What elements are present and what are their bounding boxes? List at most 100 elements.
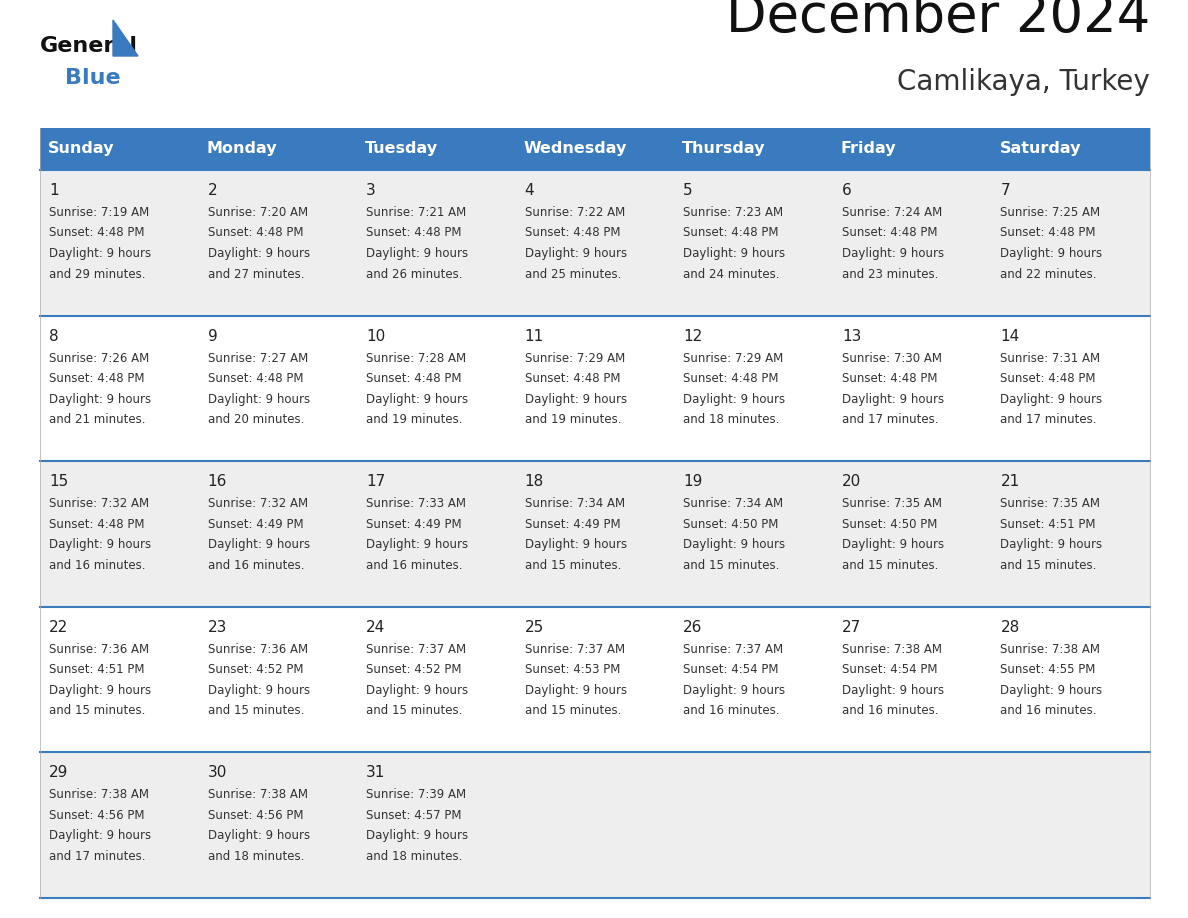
Text: 6: 6: [842, 183, 852, 198]
Polygon shape: [113, 20, 138, 56]
Text: Daylight: 9 hours: Daylight: 9 hours: [366, 393, 468, 406]
Text: and 17 minutes.: and 17 minutes.: [842, 413, 939, 426]
Text: 23: 23: [208, 620, 227, 635]
Text: and 16 minutes.: and 16 minutes.: [683, 704, 779, 717]
Text: 16: 16: [208, 475, 227, 489]
Text: Daylight: 9 hours: Daylight: 9 hours: [683, 393, 785, 406]
Text: Sunrise: 7:23 AM: Sunrise: 7:23 AM: [683, 206, 783, 219]
Text: Daylight: 9 hours: Daylight: 9 hours: [683, 684, 785, 697]
Text: and 16 minutes.: and 16 minutes.: [366, 559, 462, 572]
Text: and 15 minutes.: and 15 minutes.: [366, 704, 462, 717]
Text: 9: 9: [208, 329, 217, 343]
Text: 10: 10: [366, 329, 385, 343]
Text: Sunset: 4:48 PM: Sunset: 4:48 PM: [842, 372, 937, 385]
Text: 21: 21: [1000, 475, 1019, 489]
Text: and 21 minutes.: and 21 minutes.: [49, 413, 145, 426]
Text: Tuesday: Tuesday: [365, 141, 438, 156]
Text: 29: 29: [49, 766, 69, 780]
Text: Sunrise: 7:34 AM: Sunrise: 7:34 AM: [525, 498, 625, 510]
Text: and 26 minutes.: and 26 minutes.: [366, 267, 462, 281]
Text: 20: 20: [842, 475, 861, 489]
Text: Sunrise: 7:37 AM: Sunrise: 7:37 AM: [525, 643, 625, 655]
Text: Sunrise: 7:35 AM: Sunrise: 7:35 AM: [842, 498, 942, 510]
Text: Sunrise: 7:26 AM: Sunrise: 7:26 AM: [49, 352, 150, 364]
Text: Sunset: 4:53 PM: Sunset: 4:53 PM: [525, 664, 620, 677]
Text: and 15 minutes.: and 15 minutes.: [842, 559, 939, 572]
Text: Sunset: 4:51 PM: Sunset: 4:51 PM: [49, 664, 145, 677]
Text: Sunset: 4:52 PM: Sunset: 4:52 PM: [208, 664, 303, 677]
Text: Sunrise: 7:21 AM: Sunrise: 7:21 AM: [366, 206, 467, 219]
Text: and 15 minutes.: and 15 minutes.: [49, 704, 145, 717]
Text: Sunrise: 7:32 AM: Sunrise: 7:32 AM: [208, 498, 308, 510]
Text: Sunset: 4:48 PM: Sunset: 4:48 PM: [683, 227, 779, 240]
Text: Sunset: 4:50 PM: Sunset: 4:50 PM: [683, 518, 778, 531]
Text: 28: 28: [1000, 620, 1019, 635]
Bar: [516, 128, 675, 170]
Text: and 25 minutes.: and 25 minutes.: [525, 267, 621, 281]
Text: 26: 26: [683, 620, 702, 635]
Text: Saturday: Saturday: [999, 141, 1081, 156]
Text: Sunset: 4:51 PM: Sunset: 4:51 PM: [1000, 518, 1095, 531]
Text: and 18 minutes.: and 18 minutes.: [683, 413, 779, 426]
Bar: [40, 128, 198, 170]
Text: Sunrise: 7:38 AM: Sunrise: 7:38 AM: [49, 789, 148, 801]
Text: Sunset: 4:48 PM: Sunset: 4:48 PM: [1000, 372, 1095, 385]
Text: Daylight: 9 hours: Daylight: 9 hours: [842, 538, 944, 551]
Text: Daylight: 9 hours: Daylight: 9 hours: [208, 247, 310, 260]
Text: 22: 22: [49, 620, 68, 635]
Text: Sunset: 4:48 PM: Sunset: 4:48 PM: [1000, 227, 1095, 240]
Text: Sunset: 4:49 PM: Sunset: 4:49 PM: [366, 518, 462, 531]
Text: Sunset: 4:48 PM: Sunset: 4:48 PM: [49, 227, 145, 240]
Text: Sunset: 4:52 PM: Sunset: 4:52 PM: [366, 664, 462, 677]
Text: Daylight: 9 hours: Daylight: 9 hours: [683, 247, 785, 260]
Bar: [833, 128, 992, 170]
Text: Sunrise: 7:29 AM: Sunrise: 7:29 AM: [683, 352, 784, 364]
Text: Daylight: 9 hours: Daylight: 9 hours: [49, 684, 151, 697]
Text: Sunrise: 7:30 AM: Sunrise: 7:30 AM: [842, 352, 942, 364]
Text: and 19 minutes.: and 19 minutes.: [525, 413, 621, 426]
Text: Sunset: 4:48 PM: Sunset: 4:48 PM: [49, 518, 145, 531]
Text: Sunrise: 7:28 AM: Sunrise: 7:28 AM: [366, 352, 466, 364]
Text: Sunrise: 7:20 AM: Sunrise: 7:20 AM: [208, 206, 308, 219]
Bar: [358, 128, 516, 170]
Text: 1: 1: [49, 183, 58, 198]
Text: Sunset: 4:48 PM: Sunset: 4:48 PM: [683, 372, 779, 385]
Text: Wednesday: Wednesday: [524, 141, 627, 156]
Text: 19: 19: [683, 475, 702, 489]
Text: and 16 minutes.: and 16 minutes.: [208, 559, 304, 572]
Text: Sunrise: 7:35 AM: Sunrise: 7:35 AM: [1000, 498, 1100, 510]
Bar: [992, 128, 1150, 170]
Text: Daylight: 9 hours: Daylight: 9 hours: [842, 247, 944, 260]
Text: 25: 25: [525, 620, 544, 635]
Text: and 15 minutes.: and 15 minutes.: [525, 704, 621, 717]
Text: Daylight: 9 hours: Daylight: 9 hours: [842, 393, 944, 406]
Text: Daylight: 9 hours: Daylight: 9 hours: [208, 393, 310, 406]
Text: Daylight: 9 hours: Daylight: 9 hours: [525, 684, 627, 697]
Text: and 15 minutes.: and 15 minutes.: [208, 704, 304, 717]
Text: Sunrise: 7:33 AM: Sunrise: 7:33 AM: [366, 498, 466, 510]
Text: and 27 minutes.: and 27 minutes.: [208, 267, 304, 281]
Text: Sunset: 4:49 PM: Sunset: 4:49 PM: [525, 518, 620, 531]
Text: and 16 minutes.: and 16 minutes.: [1000, 704, 1097, 717]
Text: 2: 2: [208, 183, 217, 198]
Text: Sunrise: 7:37 AM: Sunrise: 7:37 AM: [683, 643, 783, 655]
Text: Sunrise: 7:32 AM: Sunrise: 7:32 AM: [49, 498, 150, 510]
Text: Sunset: 4:57 PM: Sunset: 4:57 PM: [366, 809, 462, 822]
Bar: [40, 316, 1150, 461]
Text: 30: 30: [208, 766, 227, 780]
Bar: [198, 128, 358, 170]
Text: Sunrise: 7:37 AM: Sunrise: 7:37 AM: [366, 643, 466, 655]
Text: Daylight: 9 hours: Daylight: 9 hours: [366, 684, 468, 697]
Text: 15: 15: [49, 475, 68, 489]
Text: Daylight: 9 hours: Daylight: 9 hours: [525, 247, 627, 260]
Text: Thursday: Thursday: [682, 141, 766, 156]
Bar: [40, 607, 1150, 753]
Text: 12: 12: [683, 329, 702, 343]
Text: Daylight: 9 hours: Daylight: 9 hours: [208, 829, 310, 843]
Text: 11: 11: [525, 329, 544, 343]
Text: and 16 minutes.: and 16 minutes.: [49, 559, 145, 572]
Text: and 22 minutes.: and 22 minutes.: [1000, 267, 1097, 281]
Text: Monday: Monday: [207, 141, 277, 156]
Text: Sunset: 4:48 PM: Sunset: 4:48 PM: [208, 227, 303, 240]
Text: Daylight: 9 hours: Daylight: 9 hours: [1000, 684, 1102, 697]
